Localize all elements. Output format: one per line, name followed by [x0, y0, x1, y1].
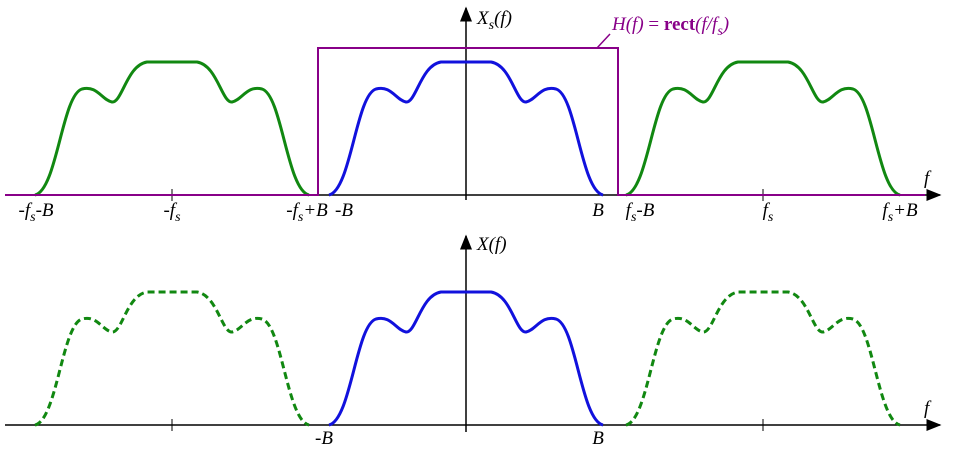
filter-label: H(f) = rect(f/fs)	[611, 14, 729, 39]
tick-label: B	[592, 428, 604, 449]
t: (f)	[494, 8, 512, 29]
t: s	[489, 18, 495, 33]
t: X	[476, 8, 490, 29]
tick-label: fs	[763, 200, 774, 225]
label-part: B	[592, 428, 604, 449]
label-part: f	[882, 200, 890, 221]
replica-spectrum	[33, 290, 311, 427]
t: =	[644, 14, 664, 35]
label-part: -f	[286, 200, 300, 221]
tick-label: -fs-B	[19, 200, 54, 225]
tick-label: -B	[315, 428, 333, 449]
label-part: s	[768, 210, 774, 225]
replica-spectrum	[624, 290, 902, 427]
label-part: s	[298, 210, 304, 225]
top-panel: Xs(f) H(f) = rect(f/fs) f -fs-B -fs -fs+B -…	[5, 6, 942, 225]
tick-label: -fs+B	[286, 200, 328, 225]
y-label: X(f)	[476, 234, 507, 255]
label-part: s	[30, 210, 36, 225]
x-label: f	[924, 168, 932, 189]
tick-label: fs-B	[626, 200, 655, 225]
label-part: -B	[315, 428, 333, 449]
t: )	[722, 14, 729, 35]
label-part: f	[763, 200, 771, 221]
label-part: -B	[335, 200, 353, 221]
t: rect	[664, 14, 696, 35]
label-part: f	[626, 200, 634, 221]
label-part: +B	[893, 200, 918, 221]
label-part: s	[175, 210, 181, 225]
tick-label: fs+B	[882, 200, 918, 225]
y-label: Xs(f)	[476, 8, 512, 33]
label-part: -B	[636, 200, 654, 221]
replica-spectrum	[624, 60, 902, 197]
label-part: -B	[36, 200, 54, 221]
t: H(f)	[611, 14, 644, 35]
bottom-panel: X(f) f -B B	[5, 234, 942, 449]
label-part: s	[631, 210, 637, 225]
filter	[5, 47, 925, 196]
label-part: -f	[163, 200, 177, 221]
tick-label: -fs	[163, 200, 181, 225]
tick-label: -B	[335, 200, 353, 221]
tick-label: B	[592, 200, 604, 221]
t: (f/f	[695, 14, 720, 35]
label-part: -f	[19, 200, 33, 221]
leader	[596, 33, 611, 49]
t: s	[717, 24, 723, 39]
x-label: f	[924, 398, 932, 419]
label-part: B	[592, 200, 604, 221]
replica-spectrum	[33, 60, 311, 197]
label-part: s	[888, 210, 894, 225]
label-part: +B	[303, 200, 328, 221]
